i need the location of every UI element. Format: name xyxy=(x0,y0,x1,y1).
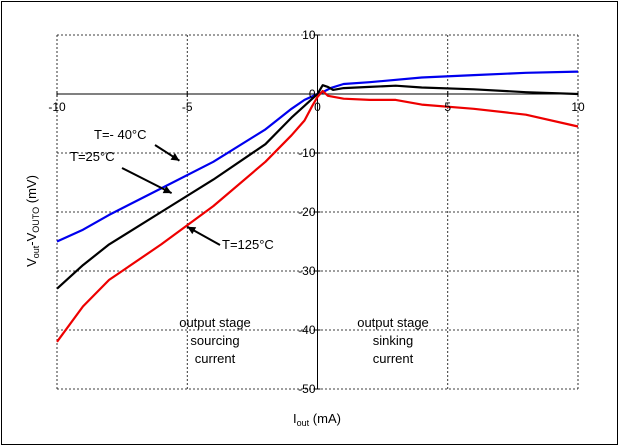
region-label-line: current xyxy=(195,351,236,366)
y-tick-label: -10 xyxy=(298,146,316,160)
series-line-1 xyxy=(56,84,579,290)
y-tick-label: 0 xyxy=(309,87,316,101)
annotation-arrowhead xyxy=(162,185,172,194)
region-label-line: sourcing xyxy=(190,333,239,348)
x-axis-title: Iout (mA) xyxy=(293,411,341,428)
x-tick-label: -5 xyxy=(182,100,193,114)
y-tick-label: -50 xyxy=(298,382,316,396)
y-tick-label: -20 xyxy=(298,205,316,219)
region-label-line: sinking xyxy=(373,333,413,348)
y-axis-title: Vout-VOUTO (mV) xyxy=(24,175,41,267)
y-tick-label: -40 xyxy=(298,323,316,337)
annotations: T=- 40°C T=25°C T=125°C xyxy=(70,127,274,252)
annotation-arrowhead xyxy=(170,153,180,161)
region-labels: output stage sourcing current output stage s… xyxy=(179,315,429,366)
x-tick-label: 0 xyxy=(314,100,321,114)
x-tick-label: -10 xyxy=(48,100,66,114)
annotation-arrowhead xyxy=(187,226,197,235)
x-tick-label: 10 xyxy=(571,100,585,114)
annotation-label: T=125°C xyxy=(222,237,274,252)
y-tick-label: -30 xyxy=(298,264,316,278)
x-tick-label: 5 xyxy=(444,100,451,114)
region-label-line: current xyxy=(373,351,414,366)
annotation-label: T=- 40°C xyxy=(94,127,147,142)
region-label-line: output stage xyxy=(357,315,429,330)
y-tick-label: 10 xyxy=(302,28,316,42)
annotation-arrow-line xyxy=(121,167,173,195)
axes xyxy=(56,34,579,390)
region-label-line: output stage xyxy=(179,315,251,330)
series-line-2 xyxy=(56,89,579,343)
series-layer xyxy=(56,70,579,343)
annotation-label: T=25°C xyxy=(70,149,115,164)
